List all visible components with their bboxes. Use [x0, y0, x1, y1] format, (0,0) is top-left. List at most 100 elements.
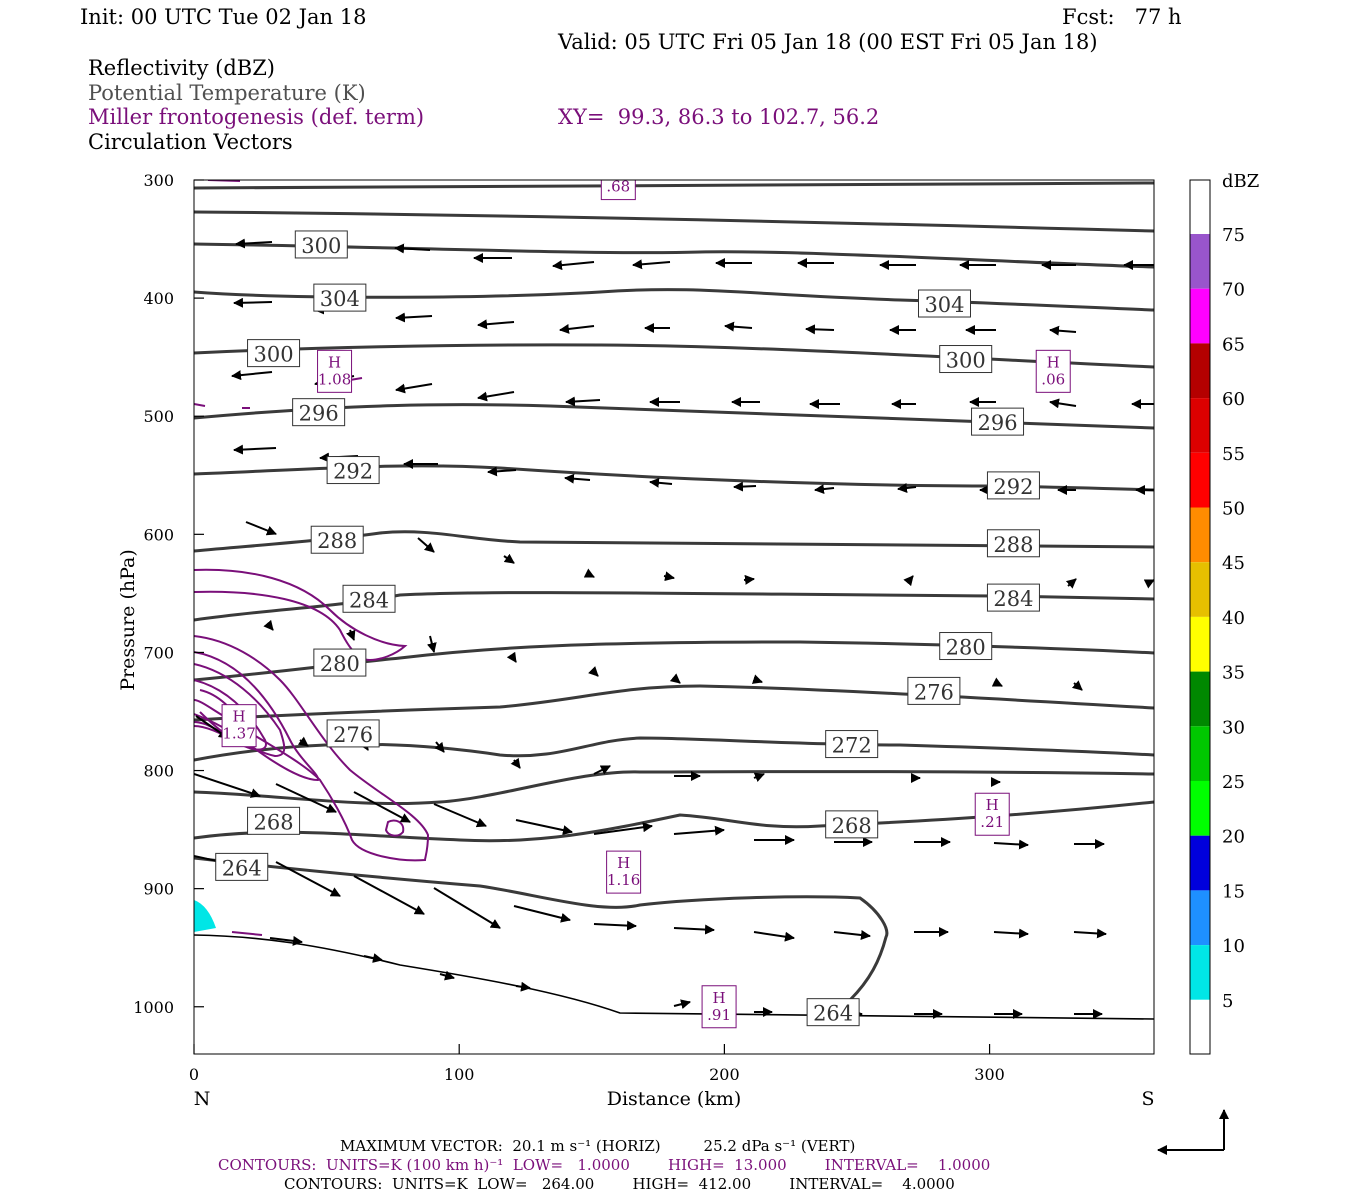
- svg-text:304: 304: [924, 293, 964, 317]
- north-label: N: [194, 1088, 211, 1110]
- svg-text:268: 268: [254, 810, 294, 834]
- svg-text:H: H: [617, 854, 630, 872]
- colorbar-tick-label: 40: [1222, 608, 1245, 629]
- field-reflectivity: Reflectivity (dBZ): [88, 56, 276, 80]
- colorbar-segment: [1190, 781, 1210, 836]
- colorbar-tick-label: 60: [1222, 389, 1245, 410]
- colorbar-tick-label: 35: [1222, 663, 1245, 684]
- y-tick-label: 400: [143, 289, 174, 308]
- colorbar-segment: [1190, 999, 1210, 1054]
- theta-contour-label: 284: [986, 583, 1040, 612]
- x-tick-label: 100: [444, 1065, 475, 1084]
- svg-text:296: 296: [299, 402, 339, 426]
- x-axis: 0 100 200 300: [189, 1044, 1005, 1084]
- max-vector-note: MAXIMUM VECTOR: 20.1 m s⁻¹ (HORIZ) 25.2 …: [340, 1137, 856, 1155]
- svg-text:272: 272: [832, 734, 872, 758]
- svg-text:.21: .21: [980, 813, 1004, 831]
- svg-text:284: 284: [993, 587, 1033, 611]
- theta-contour-label: 304: [917, 289, 971, 318]
- theta-contour-label: 296: [971, 407, 1025, 436]
- colorbar-segment: [1190, 234, 1210, 289]
- y-tick-label: 1000: [133, 998, 174, 1017]
- svg-text:300: 300: [946, 349, 986, 373]
- frontogenesis-max-label: H.06: [1035, 349, 1071, 393]
- theta-contour-label: 288: [310, 525, 364, 554]
- colorbar-segment: [1190, 616, 1210, 672]
- x-tick-label: 200: [709, 1065, 740, 1084]
- colorbar-segment: [1190, 507, 1210, 563]
- colorbar-segment: [1190, 343, 1210, 399]
- colorbar-segment: [1190, 180, 1210, 234]
- theta-contour-label: 264: [215, 852, 269, 881]
- field-theta: Potential Temperature (K): [88, 81, 366, 105]
- svg-text:264: 264: [222, 856, 262, 880]
- svg-text:H: H: [1047, 353, 1060, 371]
- colorbar-tick-label: 65: [1222, 334, 1245, 355]
- svg-text:292: 292: [993, 475, 1033, 499]
- y-tick-label: 600: [143, 525, 174, 544]
- vector-scale-legend: [1157, 1109, 1229, 1155]
- theta-contour-label: 288: [986, 529, 1040, 558]
- frontogenesis-max-label: .68: [600, 178, 636, 201]
- theta-contour-label: 280: [313, 648, 367, 677]
- svg-text:268: 268: [832, 814, 872, 838]
- colorbar-tick-label: 55: [1222, 444, 1245, 465]
- plot-frame: [193, 179, 1155, 1055]
- theta-contour-label: 292: [986, 471, 1040, 500]
- svg-text:280: 280: [946, 636, 986, 660]
- svg-text:1.16: 1.16: [607, 871, 640, 889]
- y-tick-label: 700: [143, 643, 174, 662]
- contours-black-note: CONTOURS: UNITS=K LOW= 264.00 HIGH= 412.…: [284, 1175, 955, 1193]
- colorbar-segment: [1190, 835, 1210, 891]
- svg-text:.91: .91: [707, 1006, 731, 1024]
- colorbar-tick-label: 30: [1222, 717, 1245, 738]
- svg-text:300: 300: [301, 234, 341, 258]
- colorbar-segment: [1190, 671, 1210, 727]
- colorbar-title: dBZ: [1222, 171, 1259, 192]
- frontogenesis-max-label: H1.16: [606, 850, 642, 894]
- theta-contour-label: 304: [313, 283, 367, 312]
- theta-contour-label: 300: [939, 345, 993, 374]
- svg-text:H: H: [233, 708, 246, 726]
- theta-contour-label: 276: [907, 676, 961, 705]
- y-tick-label: 500: [143, 407, 174, 426]
- svg-text:H: H: [328, 353, 341, 371]
- theta-contour-label: 300: [294, 230, 348, 259]
- field-frontogenesis: Miller frontogenesis (def. term): [88, 105, 425, 129]
- svg-text:1.08: 1.08: [318, 370, 351, 388]
- theta-contour-label: 292: [326, 456, 380, 485]
- frontogenesis-max-label: H1.08: [317, 349, 353, 393]
- reflectivity-fill: [194, 900, 216, 932]
- theta-contour-label: 268: [247, 806, 301, 835]
- svg-text:276: 276: [333, 723, 373, 747]
- colorbar-segment: [1190, 726, 1210, 781]
- colorbar-segment: [1190, 398, 1210, 453]
- theta-contours: [194, 181, 1154, 1018]
- colorbar: 75 70 65 60 55 50 45 40 35 30 25 20 15 10 5: [1189, 179, 1245, 1055]
- theta-contour-label: 300: [247, 339, 301, 368]
- theta-contour-label: 284: [342, 584, 396, 613]
- svg-text:.68: .68: [606, 178, 630, 196]
- y-tick-label: 300: [143, 171, 174, 190]
- theta-contour-label: 268: [825, 810, 879, 839]
- y-tick-label: 900: [143, 880, 174, 899]
- x-axis-label: Distance (km): [607, 1088, 742, 1110]
- svg-text:296: 296: [977, 411, 1017, 435]
- colorbar-segment: [1190, 945, 1210, 1000]
- svg-text:288: 288: [317, 529, 357, 553]
- theta-contour-label: 276: [326, 719, 380, 748]
- colorbar-tick-label: 10: [1222, 936, 1245, 957]
- x-tick-label: 0: [189, 1065, 199, 1084]
- svg-text:288: 288: [993, 533, 1033, 557]
- theta-contour-label: 272: [825, 730, 879, 759]
- colorbar-segment: [1190, 288, 1210, 344]
- svg-text:292: 292: [333, 460, 373, 484]
- theta-contour-label: 296: [292, 398, 346, 427]
- colorbar-tick-label: 50: [1222, 499, 1245, 520]
- svg-text:304: 304: [320, 287, 360, 311]
- colorbar-segment: [1190, 890, 1210, 946]
- forecast-hour: Fcst: 77 h: [1062, 5, 1182, 29]
- contours-purple-note: CONTOURS: UNITS=K (100 km h)⁻¹ LOW= 1.00…: [218, 1156, 991, 1174]
- valid-time: Valid: 05 UTC Fri 05 Jan 18 (00 EST Fri …: [558, 30, 1098, 54]
- south-label: S: [1141, 1088, 1154, 1110]
